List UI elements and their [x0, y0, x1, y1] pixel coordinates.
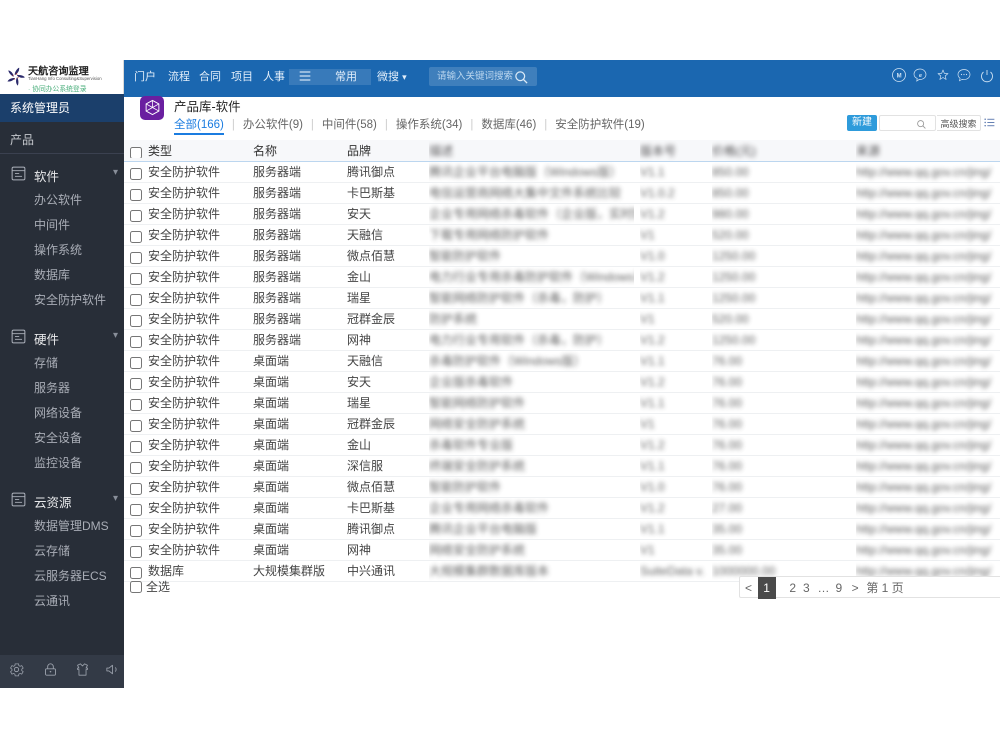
svg-text:M: M [897, 73, 902, 79]
svg-text:e: e [919, 73, 922, 79]
